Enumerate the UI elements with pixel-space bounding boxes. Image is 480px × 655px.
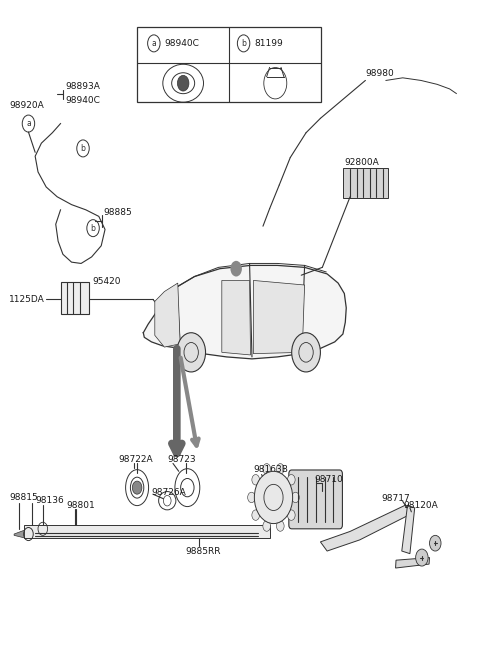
Polygon shape — [144, 265, 346, 359]
Bar — [24, 525, 270, 538]
Text: 98710: 98710 — [314, 475, 343, 483]
FancyBboxPatch shape — [343, 168, 388, 198]
Text: 95420: 95420 — [93, 277, 121, 286]
Circle shape — [252, 510, 260, 520]
Polygon shape — [402, 505, 415, 553]
Text: 92800A: 92800A — [344, 159, 379, 167]
Text: 98885: 98885 — [104, 208, 132, 217]
Text: 81199: 81199 — [254, 39, 283, 48]
Bar — [60, 282, 89, 314]
Text: b: b — [81, 144, 85, 153]
Text: 98722A: 98722A — [118, 455, 153, 464]
Text: b: b — [91, 223, 96, 233]
Text: a: a — [26, 119, 31, 128]
Text: 1125DA: 1125DA — [9, 295, 45, 304]
Text: 98980: 98980 — [365, 69, 394, 79]
Circle shape — [292, 333, 321, 372]
Text: a: a — [152, 39, 156, 48]
Text: 98801: 98801 — [67, 501, 96, 510]
Circle shape — [132, 481, 142, 494]
Circle shape — [263, 464, 271, 474]
Text: 9885RR: 9885RR — [185, 546, 220, 555]
Text: 98940C: 98940C — [165, 39, 200, 48]
Polygon shape — [396, 557, 430, 568]
Polygon shape — [155, 283, 180, 347]
Polygon shape — [321, 505, 411, 551]
Circle shape — [276, 521, 284, 531]
Circle shape — [252, 474, 260, 485]
Circle shape — [292, 492, 300, 502]
Bar — [137, 27, 322, 102]
Circle shape — [288, 510, 295, 520]
Text: 98163B: 98163B — [253, 466, 288, 474]
Circle shape — [276, 464, 284, 474]
Text: b: b — [241, 39, 246, 48]
Text: 98723: 98723 — [167, 455, 196, 464]
Polygon shape — [253, 280, 305, 354]
Text: 98726A: 98726A — [152, 488, 186, 496]
Circle shape — [177, 333, 205, 372]
Text: 98920A: 98920A — [9, 101, 44, 110]
Circle shape — [430, 535, 441, 551]
Circle shape — [178, 75, 189, 91]
Text: 98893A: 98893A — [65, 83, 100, 92]
Text: 98120A: 98120A — [404, 501, 438, 510]
Circle shape — [288, 474, 295, 485]
Circle shape — [230, 261, 242, 276]
Circle shape — [254, 472, 293, 523]
Circle shape — [248, 492, 255, 502]
Circle shape — [263, 521, 271, 531]
Text: 98815: 98815 — [9, 493, 38, 502]
FancyBboxPatch shape — [289, 470, 342, 529]
Polygon shape — [14, 530, 24, 538]
Text: 98136: 98136 — [35, 496, 64, 505]
Text: 98940C: 98940C — [65, 96, 100, 105]
Text: 98717: 98717 — [381, 495, 410, 503]
Circle shape — [416, 549, 428, 566]
Polygon shape — [222, 280, 251, 355]
